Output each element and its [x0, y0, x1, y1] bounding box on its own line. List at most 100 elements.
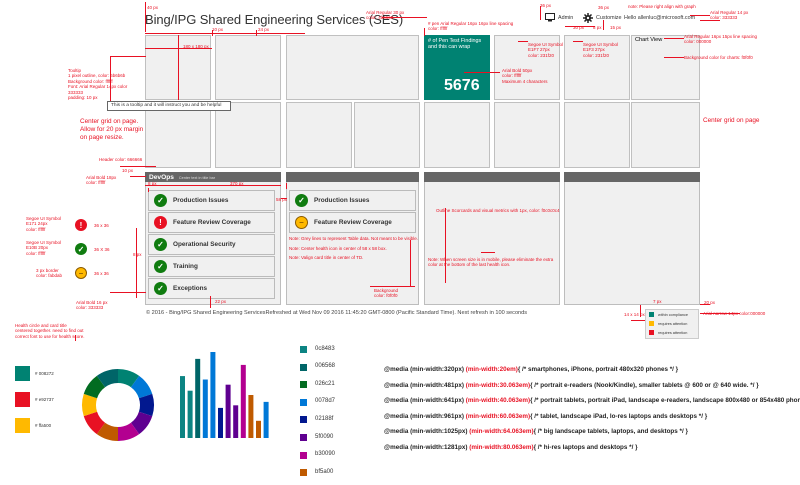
- color-swatch: [15, 418, 30, 433]
- swatch-label: # 008272: [35, 371, 54, 376]
- card-3-header: [424, 172, 560, 182]
- media-query-line: @media (min-width:320px) (min-width:20em…: [384, 366, 679, 373]
- card2-item-production-issues[interactable]: ✓ Production Issues: [289, 190, 416, 211]
- card-4-header: [564, 172, 700, 182]
- donut-slice: [130, 375, 153, 399]
- check-icon: ✓: [154, 260, 167, 273]
- card2-note-3: Note: Valign card title in center of TD.: [289, 255, 364, 260]
- item-label: Exceptions: [173, 285, 208, 292]
- tile[interactable]: [631, 102, 700, 168]
- palette-swatch: [300, 469, 307, 477]
- devops-header-title: DevOps: [149, 174, 174, 181]
- pen-test-tile[interactable]: # of Pen Test Findings and this can wrap…: [424, 35, 490, 100]
- annotation: 36 X 36: [94, 247, 110, 252]
- devops-item-training[interactable]: ✓ Training: [148, 256, 275, 277]
- donut-chart: [82, 369, 154, 441]
- annotation: 22 px: [215, 299, 227, 304]
- tile[interactable]: [494, 35, 560, 100]
- legend-item: within compliance: [646, 310, 698, 319]
- check-icon: ✓: [75, 243, 87, 255]
- legend-label: requires attention: [658, 321, 688, 326]
- bar: [233, 405, 239, 438]
- chart-view-label: Chart View: [635, 37, 663, 43]
- bar: [248, 395, 254, 438]
- item-label: Production Issues: [173, 197, 229, 204]
- annotation: note: Please right align with graph: [628, 4, 696, 9]
- annotation: 58 px: [276, 197, 288, 202]
- palette-label: 02188f: [315, 415, 334, 422]
- check-icon: ✓: [154, 238, 167, 251]
- annotation: Segoe UI Symbol E1F3 27px color: 231f20: [583, 42, 619, 58]
- chart-view-tile[interactable]: Chart View: [631, 35, 700, 100]
- palette-swatch: [300, 398, 307, 406]
- donut-slice: [118, 369, 140, 388]
- donut-slice: [130, 411, 153, 435]
- item-label: Operational Security: [173, 241, 236, 248]
- annotation: Header color: 666666: [99, 157, 143, 162]
- tile[interactable]: [564, 102, 630, 168]
- tile[interactable]: [286, 35, 419, 100]
- admin-link[interactable]: Admin: [545, 13, 573, 22]
- user-greeting[interactable]: Hello allenluc@microsoft.com: [624, 15, 696, 21]
- warning-icon: –: [295, 216, 308, 229]
- mini-legend: within compliance requires attention req…: [645, 309, 699, 339]
- bar: [180, 376, 185, 438]
- donut-slice: [96, 369, 118, 388]
- palette-swatch: [300, 434, 307, 441]
- tile[interactable]: [215, 35, 281, 100]
- swatch-label: # ffa500: [35, 423, 52, 428]
- bar: [256, 420, 261, 438]
- tile[interactable]: [494, 102, 560, 168]
- annotation: Background color: f0f0f0: [374, 288, 399, 299]
- devops-item-exceptions[interactable]: ✓ Exceptions: [148, 278, 275, 299]
- item-label: Production Issues: [314, 197, 370, 204]
- devops-item-feature-review[interactable]: ! Feature Review Coverage: [148, 212, 275, 233]
- annotation: 3 px border color: fabdab: [36, 268, 63, 279]
- tile[interactable]: [424, 102, 490, 168]
- annotation: 30 px: [573, 25, 585, 30]
- pen-test-value: 5676: [444, 77, 480, 94]
- annotation: Tooltip 1 pixel outline, color: 6b6b6b B…: [68, 68, 128, 101]
- palette-label: 006568: [315, 363, 336, 370]
- palette-label: b30090: [315, 451, 336, 458]
- annotation: Segoe UI Symbol E10B 20px color: ffffff: [26, 240, 62, 256]
- legend-label: requires attention: [658, 330, 688, 335]
- annotation: 10 px: [122, 168, 134, 173]
- annotation: Arial Bold 50px color: ffffff Maximum 4 …: [502, 68, 548, 84]
- devops-item-production-issues[interactable]: ✓ Production Issues: [148, 190, 275, 211]
- annotation: 40 px: [147, 5, 159, 10]
- devops-header-sub: Center text in title bar: [178, 176, 215, 180]
- footer: © 2016 - Bing/IPG Shared Engineering Ser…: [146, 310, 528, 316]
- annotation: 14 x 14 px: [624, 312, 645, 317]
- palette-swatch: [300, 381, 307, 389]
- tile[interactable]: [564, 35, 630, 100]
- legend-label: within compliance: [658, 312, 688, 317]
- donut-slice: [96, 422, 118, 441]
- color-swatch: [15, 366, 30, 381]
- annotation: Arial Bold 18px color: ffffff: [86, 175, 117, 186]
- palette-label: 5f0090: [315, 433, 334, 440]
- customize-link[interactable]: Customize: [583, 13, 621, 23]
- tile[interactable]: [286, 102, 352, 168]
- media-query-line: @media (min-width:481px) (min-width:30.0…: [384, 381, 759, 389]
- media-query-line: @media (min-width:1025px) (min-width:64.…: [384, 428, 688, 436]
- tile[interactable]: [145, 102, 211, 168]
- annotation: Note: When screen size is in mobile, ple…: [428, 257, 554, 268]
- palette-label: 0078d7: [315, 398, 336, 405]
- gear-icon: [583, 13, 593, 23]
- annotation: Arial Regular 14 px color: 333333: [710, 10, 749, 21]
- palette-label: bf5a00: [315, 468, 334, 475]
- card2-item-feature-review[interactable]: – Feature Review Coverage: [289, 212, 416, 233]
- annotation: 15 px: [610, 25, 622, 30]
- devops-item-operational-security[interactable]: ✓ Operational Security: [148, 234, 275, 255]
- media-query-line: @media (min-width:641px) (min-width:40.0…: [384, 397, 800, 405]
- swatch-label: # e92737: [35, 397, 54, 402]
- annotation: 36 x 36: [94, 271, 109, 276]
- palette-label: 026c21: [315, 380, 335, 387]
- annotation: 7 px: [653, 299, 662, 304]
- tile[interactable]: [215, 102, 281, 168]
- bar: [240, 364, 246, 438]
- annotation: 8 px: [593, 25, 602, 30]
- tile[interactable]: [354, 102, 420, 168]
- legend-item: requires attention: [646, 319, 698, 328]
